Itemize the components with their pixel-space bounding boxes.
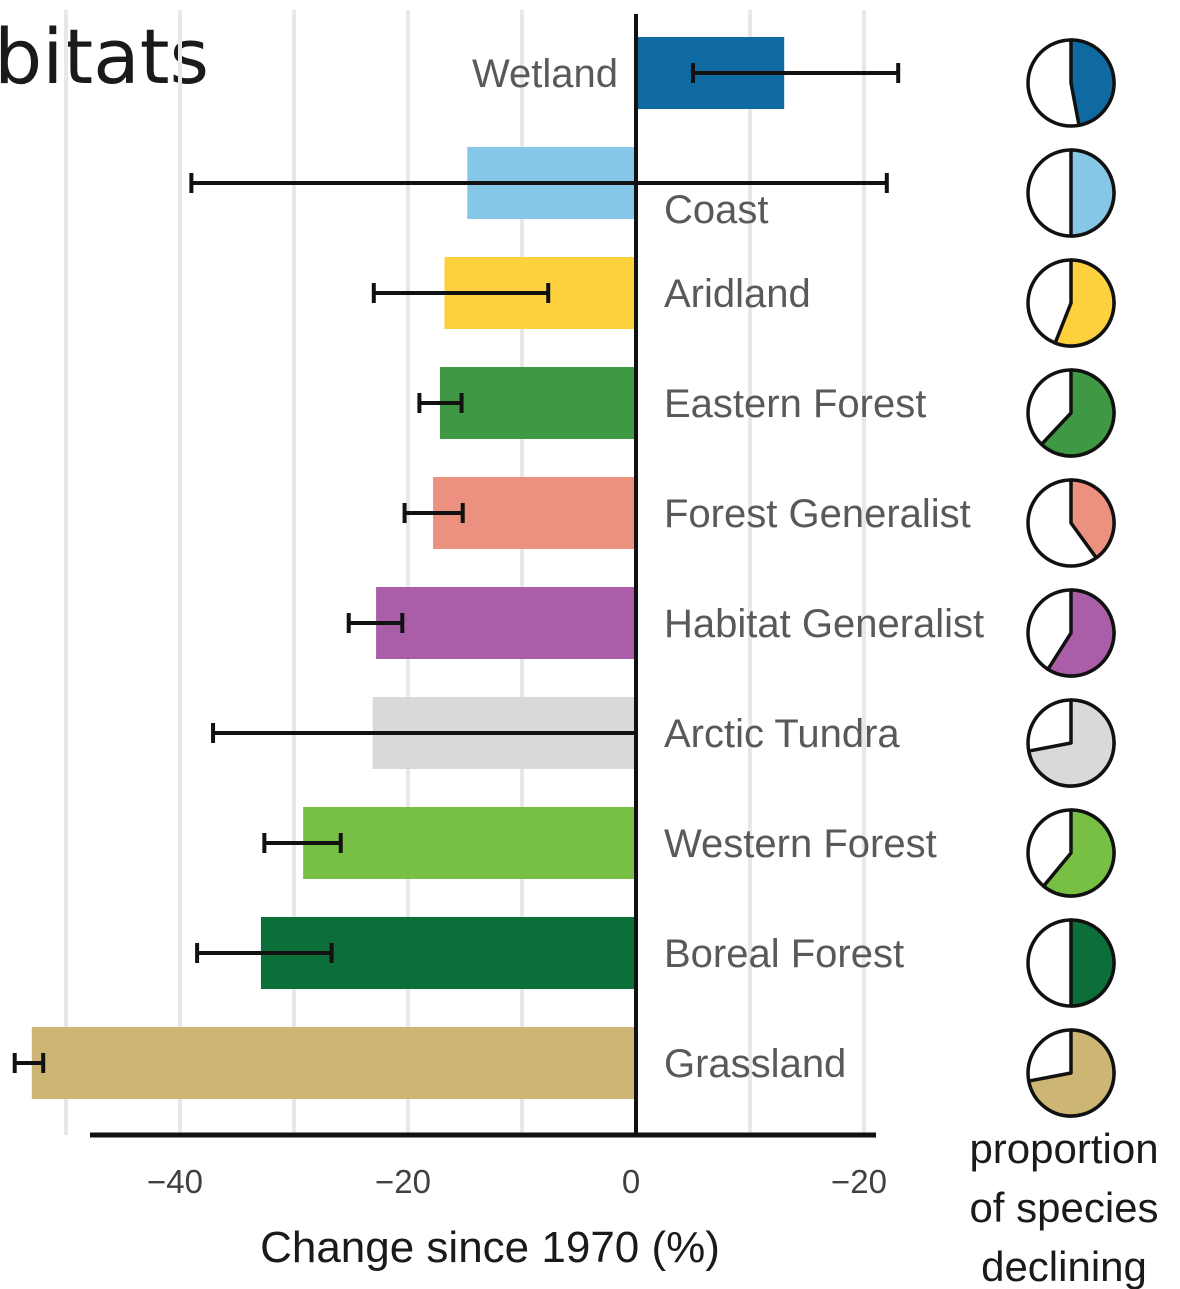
category-label: Grassland (664, 1042, 846, 1086)
category-label: Forest Generalist (664, 492, 971, 536)
pie-slice (1069, 38, 1116, 127)
axes-group: −40 −20 0 −20 (90, 14, 887, 1200)
category-label: Coast (664, 188, 769, 232)
pie-markers-group (1026, 38, 1116, 1118)
pie-slice (1069, 148, 1116, 238)
pie-slice (1069, 478, 1116, 560)
category-label: Western Forest (664, 822, 937, 866)
x-tick-label: −20 (831, 1163, 887, 1200)
category-label: Boreal Forest (664, 932, 904, 976)
legend-text-line: of species (969, 1184, 1158, 1231)
bar (303, 807, 636, 879)
category-label: Habitat Generalist (664, 602, 984, 646)
pie-slice (1027, 698, 1116, 788)
legend-text-line: declining (981, 1243, 1147, 1289)
pie-slice (1046, 588, 1116, 678)
pie-slice (1069, 918, 1116, 1008)
category-label: Eastern Forest (664, 382, 926, 426)
x-tick-label: −20 (375, 1163, 431, 1200)
bar (376, 587, 636, 659)
slide-title: bitats (0, 12, 209, 101)
legend-text-line: proportion (969, 1125, 1158, 1172)
category-label: Wetland (472, 52, 618, 96)
pie-slice (1041, 808, 1116, 898)
x-axis-title: Change since 1970 (%) (260, 1223, 720, 1272)
pie-slice (1027, 1028, 1116, 1118)
category-label: Aridland (664, 272, 811, 316)
x-tick-label: −40 (147, 1163, 203, 1200)
bar (31, 1027, 637, 1099)
pie-legend-label: proportion of species declining (969, 1125, 1158, 1289)
category-label: Arctic Tundra (664, 712, 900, 756)
bar (433, 477, 636, 549)
category-labels-group: Wetland Coast Aridland Eastern Forest Forest… (472, 52, 984, 1086)
pie-slice (1053, 258, 1116, 348)
bar (439, 367, 636, 439)
x-tick-label: 0 (622, 1163, 640, 1200)
error-bars-group (12, 63, 901, 1073)
pie-slice (1039, 368, 1116, 458)
